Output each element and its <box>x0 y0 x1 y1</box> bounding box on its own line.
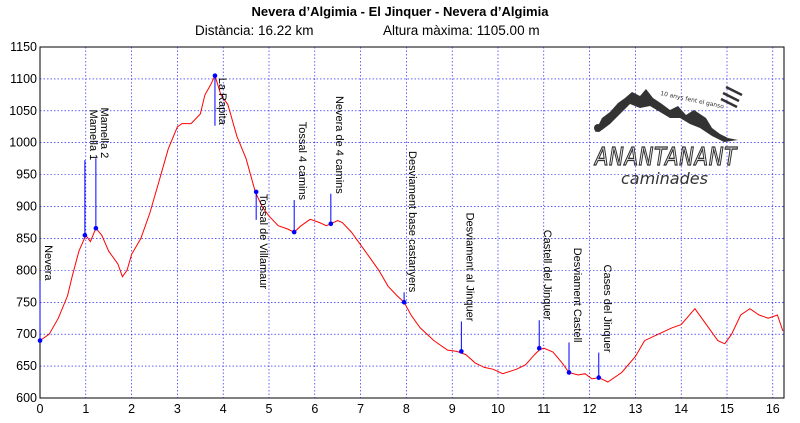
y-tick-label: 1150 <box>10 40 37 54</box>
y-tick-label: 700 <box>16 327 37 341</box>
waypoint-label: Nevera de 4 camins <box>333 96 345 194</box>
x-tick-label: 14 <box>674 402 688 416</box>
x-tick-label: 9 <box>449 402 456 416</box>
chart-title: Nevera d’Algimia - El Jinquer - Nevera d… <box>251 4 549 19</box>
waypoint-marker <box>566 370 572 375</box>
x-tick-label: 7 <box>357 402 364 416</box>
waypoint-label: Mamella 1 <box>87 110 99 161</box>
y-tick-label: 1000 <box>9 136 37 150</box>
waypoint-label: Castell del Jinquer <box>541 230 553 321</box>
x-tick-label: 0 <box>37 402 44 416</box>
waypoint-label: Tossal de Villamaur <box>257 194 269 290</box>
waypoint-11: Desviament Castell <box>566 248 583 375</box>
waypoint-6: Tossal 4 camins <box>291 122 308 235</box>
waypoint-marker <box>37 338 43 343</box>
waypoint-5: Tossal de Villamaur <box>253 189 269 290</box>
logo-tagline-text: caminades <box>621 169 708 188</box>
y-tick-label: 850 <box>16 231 37 245</box>
waypoint-marker <box>82 232 88 238</box>
x-tick-label: 8 <box>403 402 410 416</box>
waypoint-2: Mamella 1 <box>82 110 99 238</box>
waypoint-12: Cases del Jinquer <box>596 265 613 380</box>
waypoint-label: Desviament base castanyers <box>406 151 418 293</box>
x-tick-label: 3 <box>174 402 181 416</box>
logo-dot-icon <box>594 124 602 132</box>
x-tick-label: 4 <box>220 402 227 416</box>
waypoint-label: Tossal 4 camins <box>296 122 308 201</box>
x-tick-label: 6 <box>311 402 318 416</box>
waypoint-label: Nevera <box>42 245 54 281</box>
waypoint-marker <box>212 73 218 79</box>
waypoint-10: Castell del Jinquer <box>536 230 553 351</box>
grid-lines <box>40 47 784 398</box>
x-tick-label: 2 <box>128 402 135 416</box>
logo-brand-text: ANANTANANT <box>593 142 737 171</box>
y-tick-label: 950 <box>16 168 37 182</box>
logo-mountain-icon <box>595 89 738 142</box>
x-tick-label: 16 <box>766 402 780 416</box>
waypoint-marker <box>93 225 99 231</box>
x-tick-label: 15 <box>720 402 734 416</box>
y-tick-label: 750 <box>16 295 37 309</box>
waypoint-label: Desviament Castell <box>571 248 583 343</box>
waypoint-marker <box>291 229 297 235</box>
axis-ticks: 6006507007508008509009501000105011001150… <box>9 40 780 416</box>
logo-flag-icon <box>720 85 743 109</box>
waypoint-label: Desviament al Jinquer <box>463 213 475 322</box>
max-altitude-label: Altura màxima: 1105.00 m <box>383 23 540 38</box>
waypoint-marker <box>596 375 602 380</box>
waypoint-marker <box>328 221 334 227</box>
y-tick-label: 800 <box>16 263 37 277</box>
y-tick-label: 600 <box>16 391 37 405</box>
waypoint-marker <box>401 299 407 305</box>
waypoint-9: Desviament al Jinquer <box>459 213 475 354</box>
y-tick-label: 1100 <box>10 72 37 86</box>
elevation-profile-line <box>39 74 784 383</box>
waypoint-8: Desviament base castanyers <box>401 151 418 305</box>
waypoint-7: Nevera de 4 camins <box>328 96 345 227</box>
waypoint-label: Mamella 2 <box>98 107 110 158</box>
waypoint-marker <box>536 345 542 351</box>
x-tick-label: 12 <box>583 402 597 416</box>
x-tick-label: 11 <box>537 402 550 416</box>
x-tick-label: 1 <box>82 402 89 416</box>
waypoint-1: Nevera <box>37 245 54 343</box>
waypoint-label: La Rapita <box>216 78 228 126</box>
x-tick-label: 10 <box>491 402 505 416</box>
waypoint-marker <box>459 349 464 354</box>
y-tick-label: 1050 <box>9 104 37 118</box>
y-tick-label: 900 <box>16 200 37 214</box>
distance-label: Distància: 16.22 km <box>195 23 314 38</box>
waypoint-label: Cases del Jinquer <box>601 265 613 353</box>
y-tick-label: 650 <box>16 359 37 373</box>
waypoint-marker <box>253 189 259 195</box>
x-tick-label: 5 <box>266 402 273 416</box>
waypoint-4: La Rapita <box>212 73 228 126</box>
waypoint-3: Mamella 2 <box>93 107 110 231</box>
x-tick-label: 13 <box>628 402 642 416</box>
